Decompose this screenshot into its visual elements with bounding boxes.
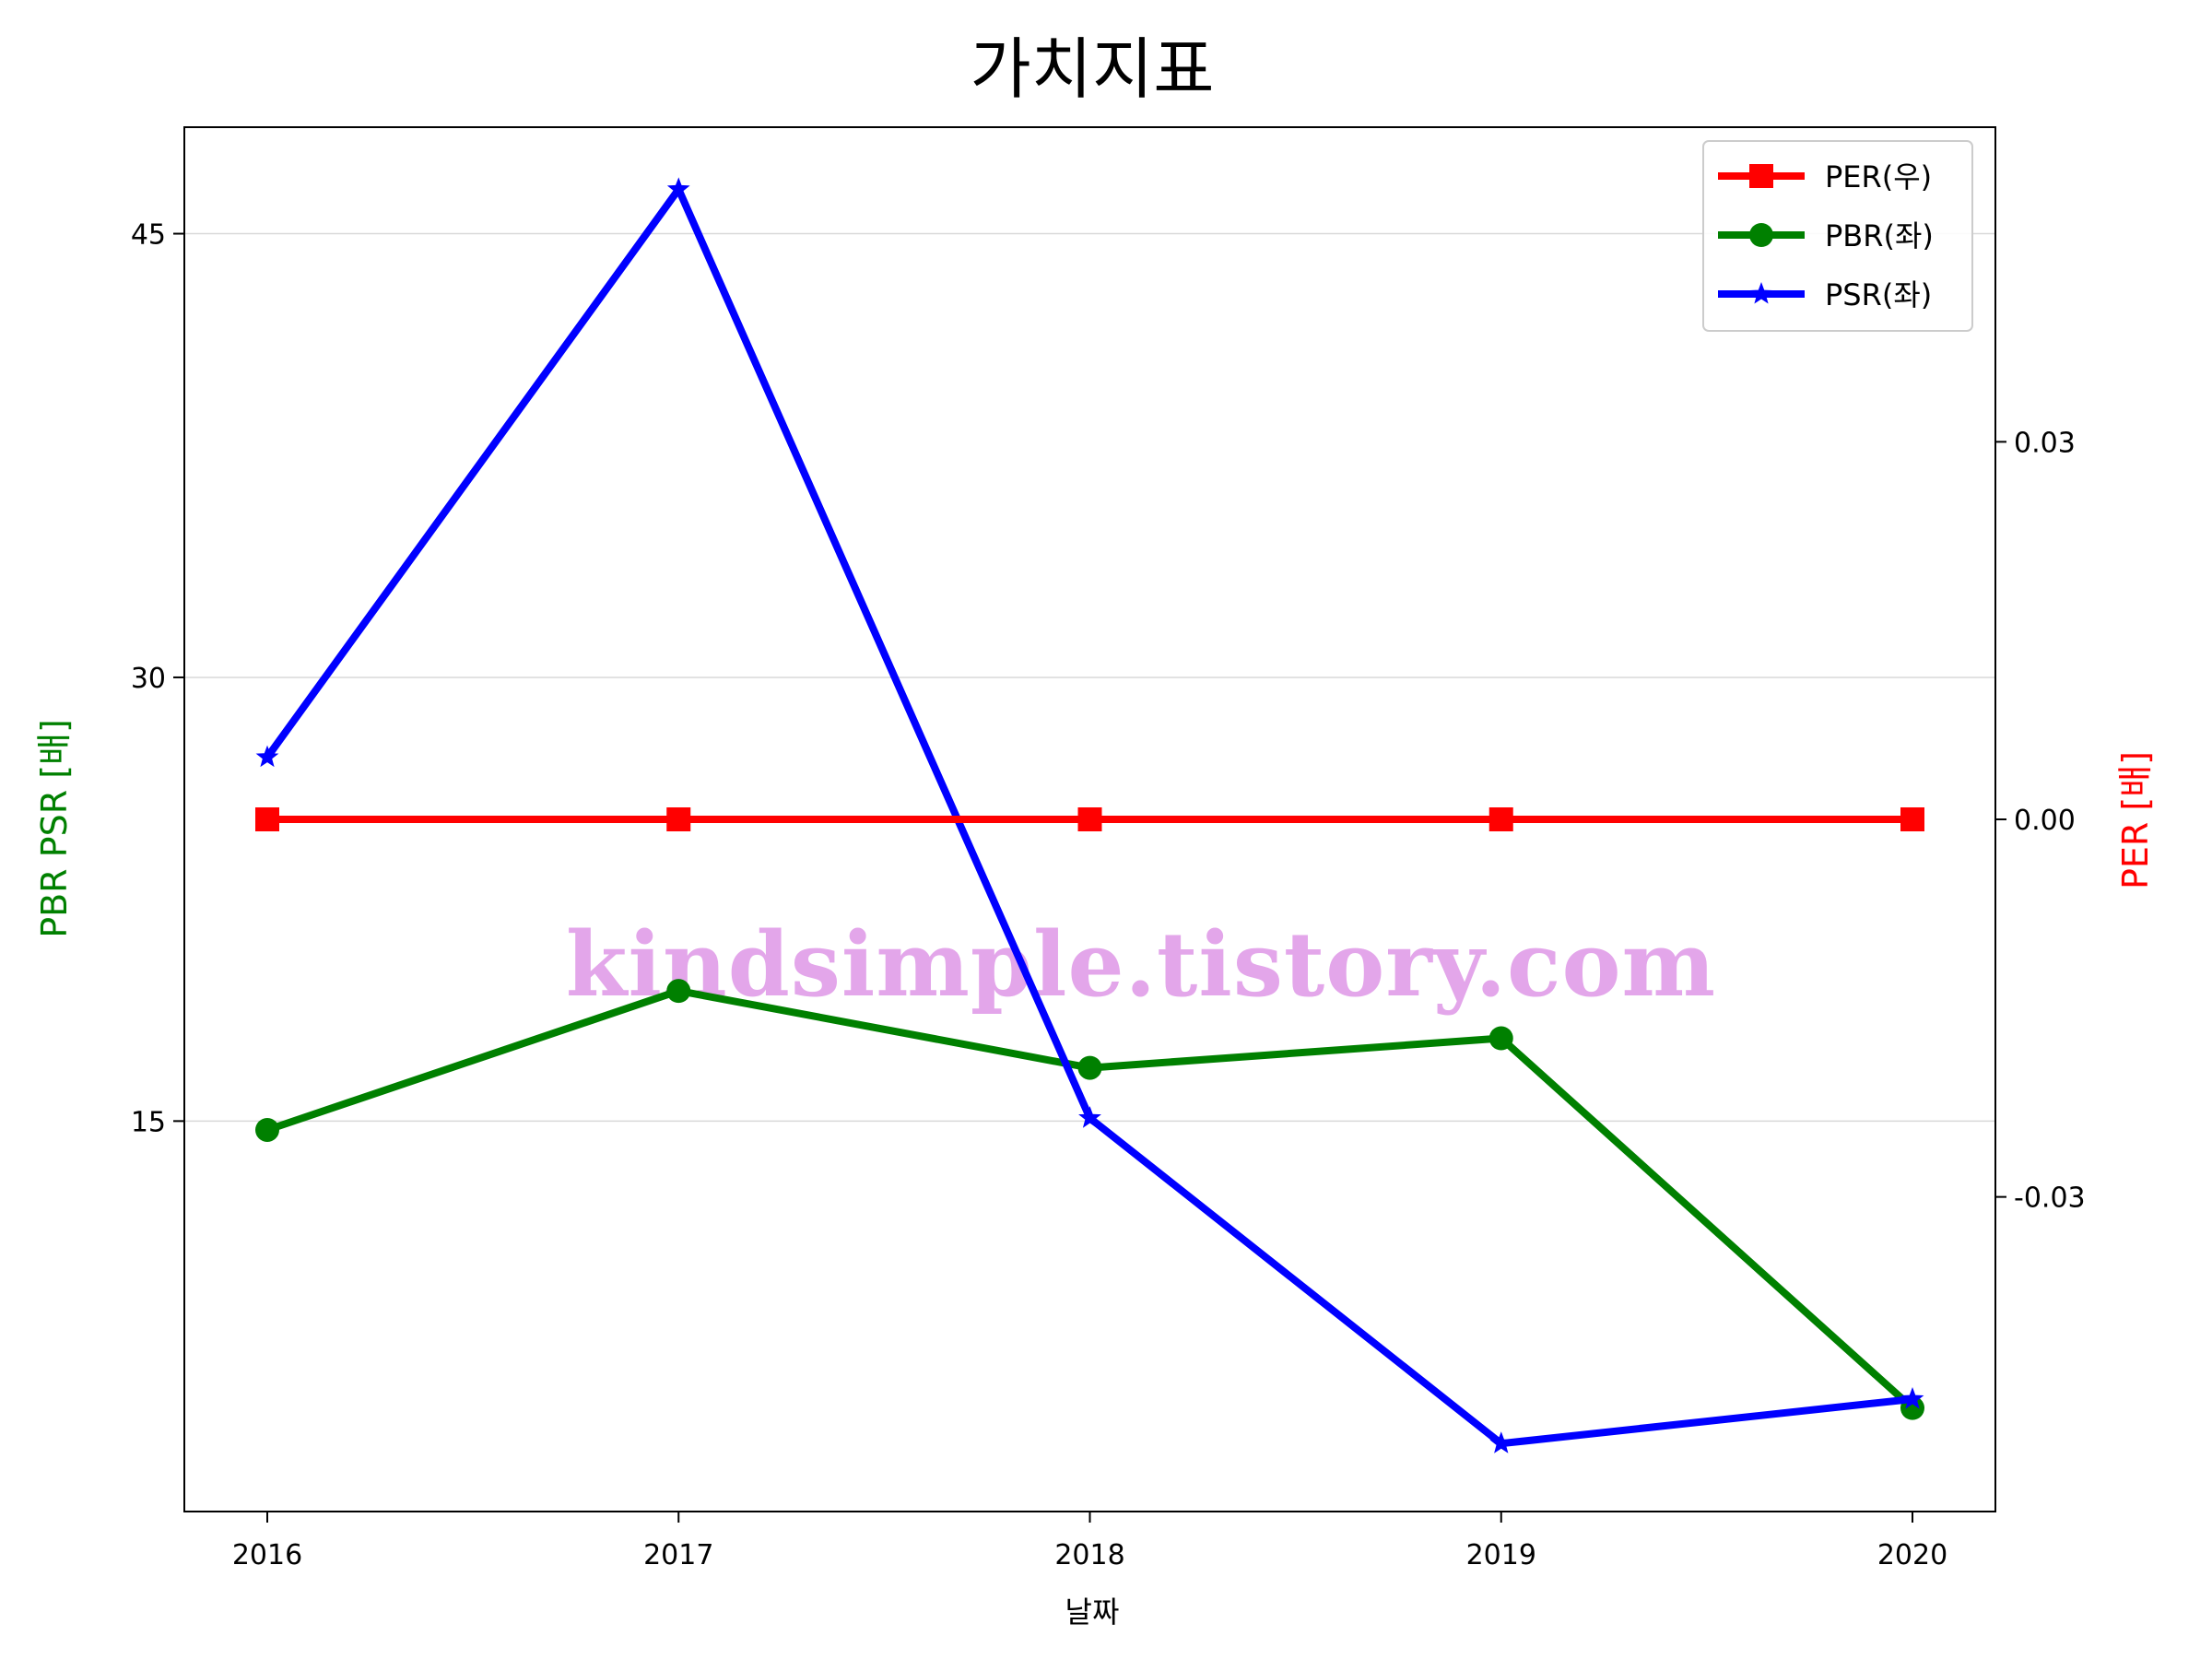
legend-marker [1749,164,1773,188]
data-point [255,807,279,831]
legend-marker [1749,282,1773,304]
x-tick-label: 2018 [1054,1539,1124,1571]
y-right-tick-label: 0.03 [2014,427,2076,459]
data-point [1488,807,1513,831]
legend-label: PBR(좌) [1825,218,1934,253]
x-tick-label: 2016 [232,1539,302,1571]
chart-title: 가치지표 [971,30,1215,108]
y-axis-left-label: PBR PSR [배] [34,719,75,938]
data-point [1488,1026,1513,1051]
data-point [666,979,691,1004]
series-line [265,987,1915,1411]
data-point [1077,1055,1102,1080]
x-axis-label: 날짜 [1065,1594,1120,1630]
data-point [666,177,690,199]
data-point [1900,1387,1924,1409]
series-2 [255,177,1924,1453]
legend-item: PSR(좌) [1718,277,1932,312]
watermark: kindsimple.tistory.com [566,912,1716,1017]
data-point [255,1117,279,1142]
data-point [1900,807,1924,831]
y-axis-right-label: PER [배] [2115,751,2156,889]
axis-ticks: 2016 2017 2018 2019 2020 15 30 45 -0.03 0.00 0.03 [131,219,2086,1571]
data-point [1489,1431,1513,1453]
series-1 [255,979,1924,1420]
x-tick-label: 2019 [1466,1539,1536,1571]
data-point [1078,1106,1101,1128]
data-point [1077,807,1102,831]
series-layer [255,177,1924,1453]
legend-item: PER(우) [1718,159,1932,194]
data-point [255,745,279,768]
legend-label: PSR(좌) [1825,277,1932,312]
legend-box [1702,140,1973,332]
y-left-tick-label: 45 [131,219,166,252]
y-right-tick-label: 0.00 [2014,805,2076,837]
y-left-tick-label: 15 [131,1106,166,1138]
y-right-tick-label: -0.03 [2014,1182,2086,1215]
data-point [666,807,691,831]
y-left-tick-label: 30 [131,663,166,695]
legend-marker [1749,223,1773,247]
series-0 [255,807,1924,831]
x-tick-label: 2020 [1877,1539,1947,1571]
legend: PER(우) PBR(좌) PSR(좌) [1702,140,1973,332]
legend-item: PBR(좌) [1718,218,1934,253]
legend-label: PER(우) [1825,159,1932,194]
x-tick-label: 2017 [643,1539,713,1571]
